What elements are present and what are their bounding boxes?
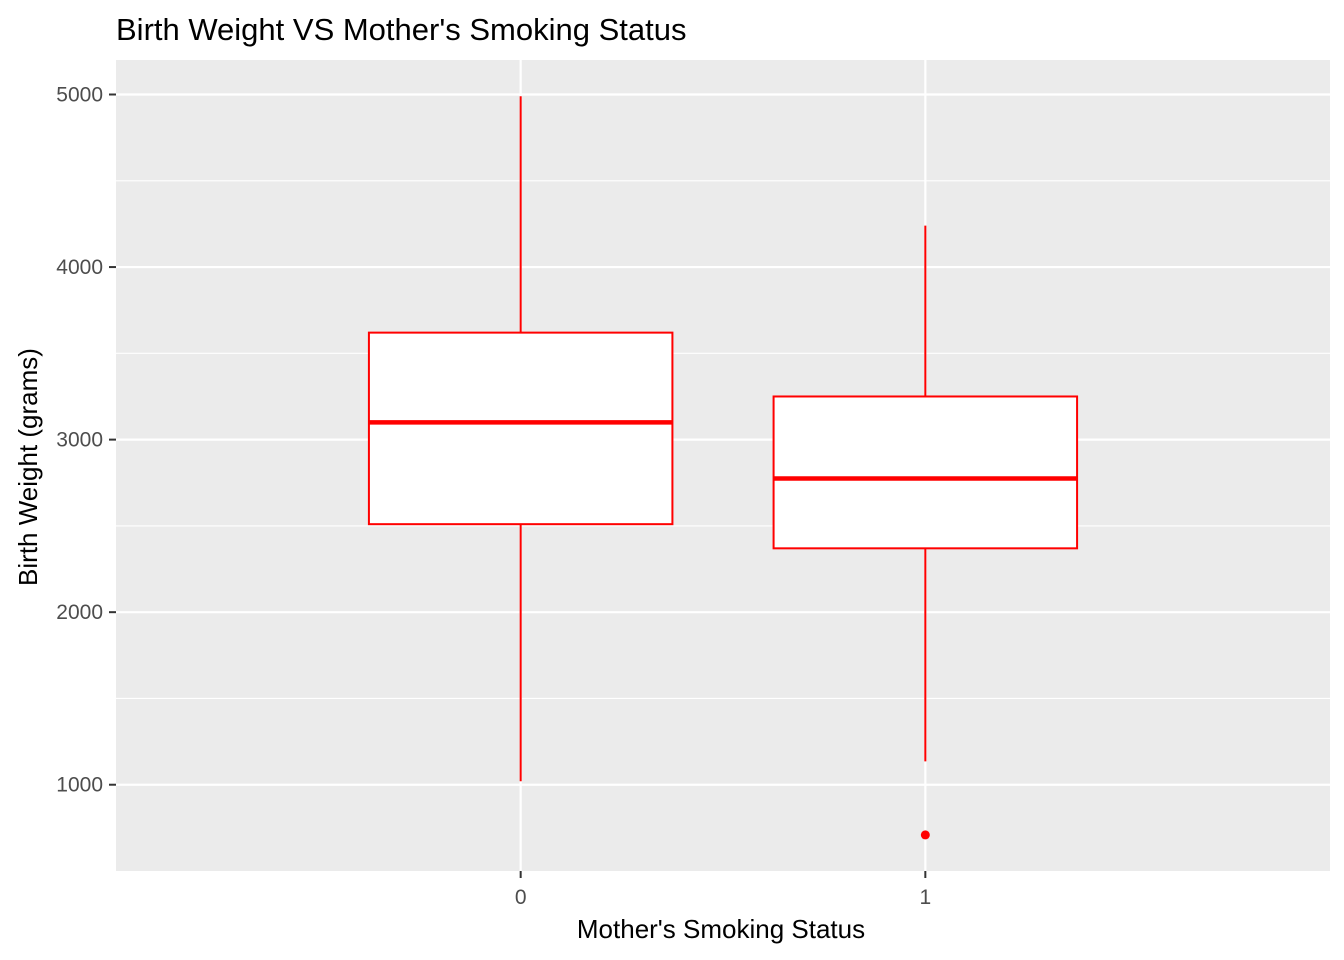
box-group xyxy=(772,225,1079,840)
x-tick-label: 0 xyxy=(515,886,527,909)
box-iqr xyxy=(367,331,674,526)
box-group xyxy=(367,96,674,782)
box-iqr xyxy=(772,395,1079,550)
y-tick-label: 1000 xyxy=(56,774,103,797)
y-axis-title: Birth Weight (grams) xyxy=(13,348,43,586)
outlier-point xyxy=(920,830,930,840)
x-axis-title: Mother's Smoking Status xyxy=(577,914,865,944)
y-axis: 1000 2000 3000 4000 5000 xyxy=(56,84,116,797)
y-tick-label: 3000 xyxy=(56,429,103,452)
x-tick-label: 1 xyxy=(919,886,931,909)
y-tick-label: 5000 xyxy=(56,84,103,107)
plot-panel xyxy=(116,60,1330,871)
y-tick-label: 4000 xyxy=(56,256,103,279)
box-series xyxy=(367,96,1079,840)
chart-title: Birth Weight VS Mother's Smoking Status xyxy=(116,12,686,47)
y-tick-label: 2000 xyxy=(56,601,103,624)
